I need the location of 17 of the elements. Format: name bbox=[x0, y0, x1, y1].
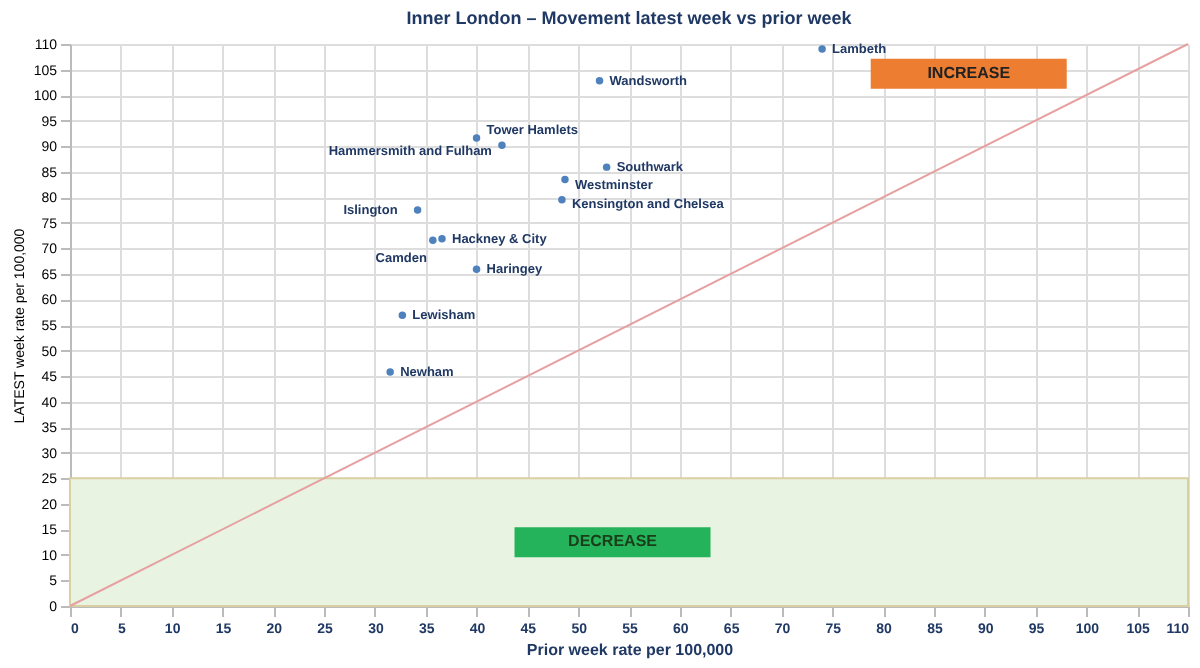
chart-title: Inner London – Movement latest week vs prior week bbox=[406, 8, 854, 28]
point bbox=[498, 141, 506, 149]
point bbox=[398, 311, 407, 320]
point bbox=[413, 206, 422, 214]
point bbox=[438, 234, 446, 243]
point bbox=[602, 163, 611, 171]
point bbox=[558, 196, 566, 204]
annotation: INCREASE bbox=[927, 63, 1012, 82]
point bbox=[386, 368, 394, 376]
point bbox=[818, 45, 826, 53]
band-label: DECREASE bbox=[568, 532, 659, 551]
point bbox=[472, 134, 481, 142]
point bbox=[561, 175, 569, 184]
point bbox=[472, 265, 481, 274]
point bbox=[595, 77, 604, 85]
point bbox=[429, 236, 437, 244]
x-axis-title: Prior week rate per 100,000 bbox=[526, 641, 735, 659]
